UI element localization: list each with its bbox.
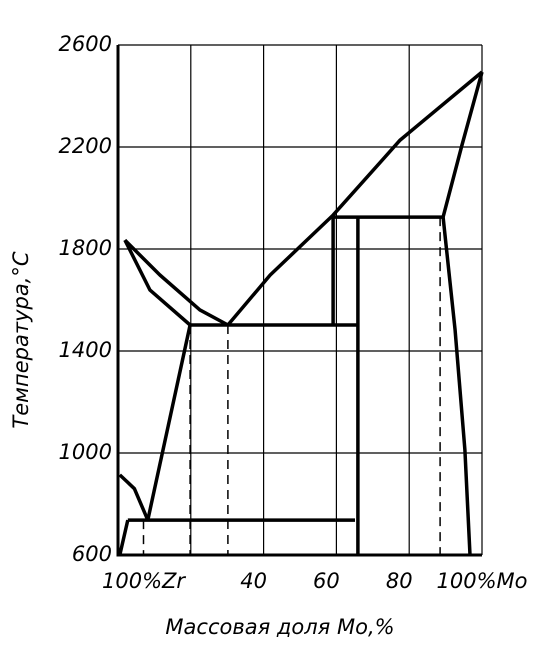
y-tick-label: 2600 (59, 32, 112, 56)
phase-boundary (226, 70, 484, 327)
y-tick-label: 600 (72, 542, 112, 566)
phase-boundary (123, 238, 229, 327)
y-tick-label: 1400 (59, 338, 112, 362)
x-axis-label: Массовая доля Mo,% (165, 615, 394, 639)
x-tick-label: 40 (240, 569, 267, 593)
x-tick-label: 100%Zr (102, 569, 186, 593)
axis-frame (116, 45, 482, 557)
y-axis-label: Температура,°С (9, 251, 33, 428)
x-tick-label: 100%Mo (436, 569, 527, 593)
y-tick-label: 1000 (59, 440, 112, 464)
phase-boundary (123, 239, 192, 327)
phase-boundary (146, 324, 192, 521)
phase-boundary (118, 519, 130, 556)
phase-boundary (441, 216, 472, 556)
x-tick-label: 80 (386, 569, 413, 593)
phase-boundary (441, 71, 484, 218)
x-tick-label: 60 (313, 569, 340, 593)
phase-boundary (118, 473, 150, 521)
y-tick-label: 1800 (59, 236, 112, 260)
y-tick-label: 2200 (59, 134, 112, 158)
